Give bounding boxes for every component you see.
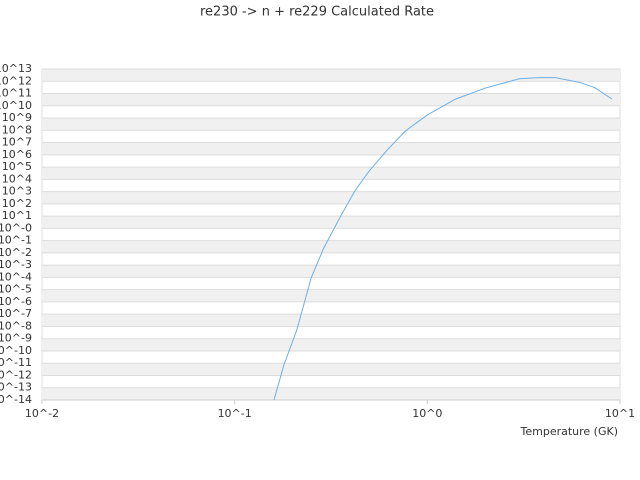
y-tick-label: 10^-8 (0, 319, 32, 332)
y-tick-label: 10^2 (2, 197, 32, 210)
y-tick-label: 10^11 (0, 87, 32, 100)
grid-band (42, 216, 620, 229)
y-tick-label: 10^1 (2, 209, 32, 222)
grid-band (42, 363, 620, 376)
y-tick-label: 10^5 (2, 160, 32, 173)
chart-title: re230 -> n + re229 Calculated Rate (200, 5, 434, 20)
grid-band (42, 69, 620, 82)
y-tick-label: 10^-12 (0, 368, 32, 381)
y-tick-label: 10^12 (0, 74, 32, 87)
x-tick-label: 10^-1 (218, 407, 252, 420)
grid-band (42, 338, 620, 351)
y-tick-label: 10^-3 (0, 258, 32, 271)
grid-band (42, 142, 620, 155)
x-tick-label: 10^-2 (25, 407, 59, 420)
y-tick-label: 10^-11 (0, 356, 32, 369)
x-axis-label: Temperature (GK) (520, 425, 619, 438)
y-tick-label: 10^-6 (0, 295, 32, 308)
grid-band (42, 240, 620, 253)
y-tick-label: 10^-1 (0, 234, 32, 247)
y-tick-label: 10^6 (2, 148, 32, 161)
y-tick-label: 10^-4 (0, 270, 32, 283)
y-tick-label: 10^9 (2, 111, 32, 124)
series-line (273, 77, 613, 401)
y-tick-label: 10^4 (2, 172, 32, 185)
grid (41, 68, 621, 404)
grid-band (42, 265, 620, 278)
y-tick-label: 10^-9 (0, 332, 32, 345)
grid-band (42, 118, 620, 131)
grid-band (42, 289, 620, 302)
grid-band (42, 191, 620, 204)
x-tick-label: 10^0 (412, 407, 442, 420)
x-tick-label: 10^1 (605, 407, 635, 420)
y-tick-label: 10^13 (0, 62, 32, 75)
y-tick-label: 10^8 (2, 123, 32, 136)
y-tick-label: 10^-13 (0, 381, 32, 394)
y-tick-label: 10^-10 (0, 344, 32, 357)
grid-band (42, 314, 620, 327)
grid-band (42, 167, 620, 180)
grid-band (42, 387, 620, 400)
y-tick-label: 10^-5 (0, 283, 32, 296)
y-tick-label: 10^-2 (0, 246, 32, 259)
grid-band (42, 93, 620, 106)
y-tick-label: 10^-0 (0, 221, 32, 234)
y-tick-label: 10^7 (2, 136, 32, 149)
y-tick-label: 10^10 (0, 99, 32, 112)
y-tick-label: 10^-7 (0, 307, 32, 320)
y-tick-label: 10^3 (2, 185, 32, 198)
grid-bands (41, 68, 621, 401)
y-tick-label: 10^-14 (0, 393, 32, 406)
